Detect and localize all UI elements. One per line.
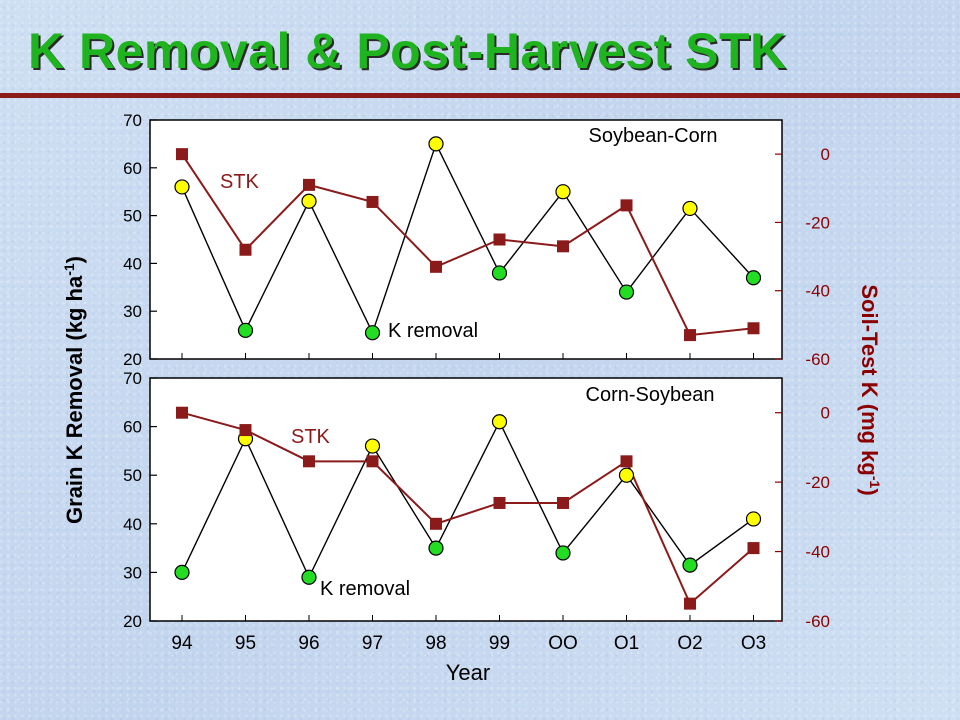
right-tick-label: -20 xyxy=(805,473,830,492)
x-axis-title: Year xyxy=(446,660,490,685)
k-removal-point xyxy=(682,200,698,217)
x-tick-label: 99 xyxy=(489,633,510,654)
x-tick-label: 94 xyxy=(171,633,193,654)
stk-point xyxy=(303,178,315,191)
x-tick-label: 98 xyxy=(425,633,446,654)
k-removal-point xyxy=(682,557,698,573)
right-tick-label: -40 xyxy=(805,282,830,301)
slide-title: K Removal & Post-Harvest STK xyxy=(28,23,787,79)
left-tick-label: 70 xyxy=(123,111,142,130)
stk-point xyxy=(366,195,379,208)
stk-point xyxy=(620,199,633,212)
stk-series-label: STK xyxy=(291,426,331,448)
left-tick-label: 20 xyxy=(123,612,142,631)
right-tick-label: -20 xyxy=(805,213,830,232)
right-axis-title-end: ) xyxy=(857,488,882,495)
left-tick-label: 70 xyxy=(123,369,142,388)
k-removal-series-label: K removal xyxy=(320,578,410,600)
stk-point xyxy=(430,260,442,273)
left-tick-label: 20 xyxy=(123,350,142,369)
x-tick-label: O1 xyxy=(614,633,639,654)
panel-title: Corn-Soybean xyxy=(586,384,715,406)
k-removal-point xyxy=(555,184,571,200)
stk-point xyxy=(176,406,188,419)
title-divider xyxy=(0,93,960,98)
right-tick-label: 0 xyxy=(821,145,830,164)
k-removal-point xyxy=(174,179,190,195)
stk-point xyxy=(430,517,442,530)
left-tick-label: 40 xyxy=(123,254,142,273)
panel-corn-soybean: 20 30 40 50 60 70 0 -20 -40 -60 Corn-Soybean STK K r… xyxy=(123,369,830,631)
left-tick-label: 60 xyxy=(123,418,142,437)
k-removal-point xyxy=(491,414,508,430)
stk-point xyxy=(176,148,188,161)
left-axis-title: Grain K Removal (kg ha-1) xyxy=(61,256,87,524)
stk-point xyxy=(684,329,696,342)
x-tick-label: 97 xyxy=(362,633,383,654)
x-tick-label: OO xyxy=(548,633,578,654)
panel-soybean-corn: 20 30 40 50 60 70 0 -20 -40 -60 Soybean-Corn STK K r… xyxy=(123,111,830,369)
k-removal-point xyxy=(301,193,317,209)
x-axis-ticks: 94 95 96 97 98 99 OO O1 O2 O3 xyxy=(171,633,766,654)
left-tick-label: 50 xyxy=(123,466,142,485)
k-removal-point xyxy=(555,545,571,561)
left-axis-title-main: Grain K Removal (kg ha xyxy=(62,275,87,524)
k-removal-point xyxy=(237,322,254,338)
k-removal-point xyxy=(491,265,508,281)
k-removal-point xyxy=(745,511,762,527)
right-axis-title: Soil-Test K (mg kg-1) xyxy=(857,284,883,495)
stk-line xyxy=(181,153,754,337)
stk-line xyxy=(181,411,755,606)
panel-title: Soybean-Corn xyxy=(589,125,718,147)
right-axis-title-main: Soil-Test K (mg kg xyxy=(857,284,882,476)
right-tick-label: -60 xyxy=(805,612,830,631)
stk-series-label: STK xyxy=(220,171,260,193)
left-axis-title-sup: -1 xyxy=(61,263,77,276)
right-tick-label: -60 xyxy=(805,350,830,369)
k-removal-point xyxy=(428,540,444,556)
k-removal-point xyxy=(174,564,190,581)
stk-point xyxy=(557,496,569,509)
k-removal-point xyxy=(428,136,444,152)
stk-point xyxy=(303,455,315,468)
k-removal-line xyxy=(181,142,755,335)
stk-point xyxy=(493,496,506,509)
left-tick-label: 60 xyxy=(123,159,142,178)
left-axis-title-end: ) xyxy=(62,256,87,263)
k-removal-point xyxy=(364,325,381,341)
left-tick-label: 30 xyxy=(123,302,142,321)
stk-point xyxy=(747,542,760,555)
k-removal-point xyxy=(301,569,317,585)
right-tick-label: -40 xyxy=(805,543,830,562)
x-tick-label: O3 xyxy=(741,633,766,654)
stk-point xyxy=(366,455,379,468)
right-axis-title-sup: -1 xyxy=(867,476,883,489)
stk-point xyxy=(620,455,633,468)
left-tick-label: 40 xyxy=(123,515,142,534)
x-tick-label: 96 xyxy=(298,633,319,654)
x-tick-label: 95 xyxy=(235,633,256,654)
stk-point xyxy=(493,233,506,246)
plot-area xyxy=(149,377,783,622)
right-tick-label: 0 xyxy=(821,404,830,423)
stk-point xyxy=(747,322,760,335)
stk-point xyxy=(239,424,252,437)
k-removal-point xyxy=(745,270,762,286)
k-removal-point xyxy=(364,438,381,454)
stk-point xyxy=(239,243,252,256)
k-removal-line xyxy=(181,420,754,579)
k-removal-series-label: K removal xyxy=(388,320,478,342)
x-tick-label: O2 xyxy=(677,633,702,654)
k-removal-point xyxy=(618,467,635,483)
left-tick-label: 50 xyxy=(123,207,142,226)
stk-point xyxy=(557,240,569,253)
k-removal-point xyxy=(618,284,635,300)
left-tick-label: 30 xyxy=(123,563,142,582)
stk-point xyxy=(684,597,696,610)
